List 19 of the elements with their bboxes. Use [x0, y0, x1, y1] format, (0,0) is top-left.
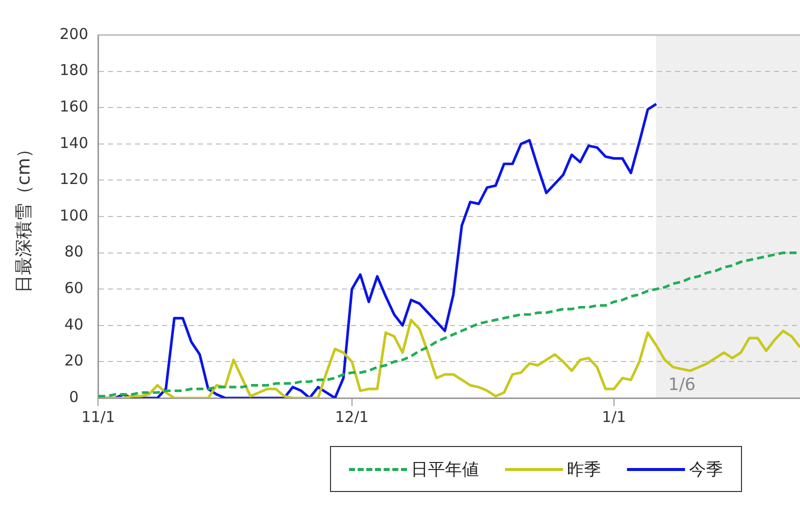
y-tick-label: 160 [60, 97, 88, 116]
annotation: 1/6 [668, 374, 696, 395]
y-axis-title: 日最深積雪（cm） [13, 140, 34, 294]
legend-label: 今季 [689, 458, 723, 480]
x-tick-label: 12/1 [335, 408, 369, 426]
y-tick-label: 60 [64, 278, 84, 297]
x-tick-label: 1/1 [602, 408, 626, 426]
y-tick-label: 140 [60, 134, 88, 152]
x-tick-label: 11/1 [81, 408, 116, 426]
y-tick-label: 100 [60, 206, 88, 224]
y-tick-label: 180 [60, 61, 88, 80]
legend-label: 日平年値 [411, 458, 479, 480]
y-tick-label: 200 [60, 24, 88, 43]
y-tick-label: 0 [69, 388, 79, 406]
y-tick-label: 80 [64, 242, 84, 261]
y-tick-label: 20 [64, 352, 84, 370]
legend-label: 昨季 [567, 458, 601, 480]
y-tick-label: 120 [60, 170, 88, 188]
y-tick-label: 40 [64, 315, 84, 334]
